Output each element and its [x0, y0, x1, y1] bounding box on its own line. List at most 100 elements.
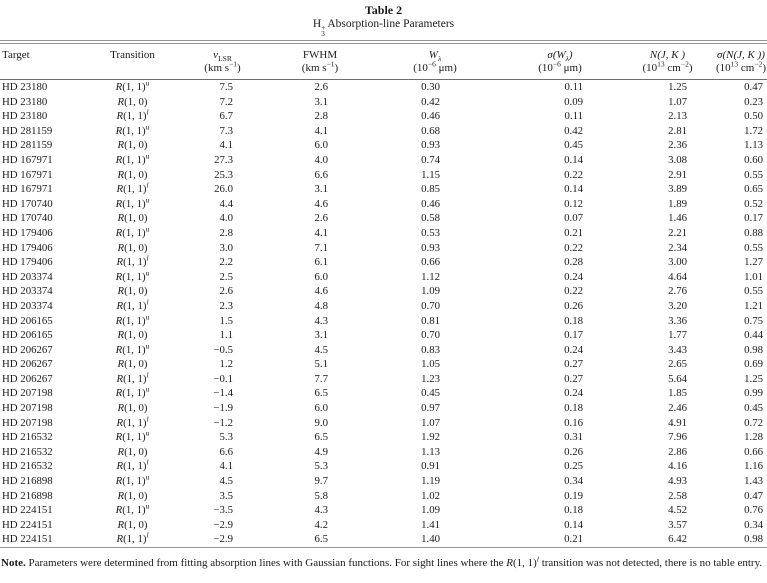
target-cell: HD 167971 [2, 168, 53, 181]
column-density-cell: 1.77 [668, 329, 687, 342]
fwhm-cell: 5.8 [314, 489, 329, 502]
transition-cell: R(1, 1)u [115, 224, 150, 239]
vlsr-cell: 1.1 [219, 329, 234, 342]
note-label: Note. [1, 557, 26, 569]
fwhm-cell: 4.9 [314, 445, 329, 458]
fwhm-cell: 4.5 [314, 343, 329, 356]
equivalent-width-cell: 1.13 [421, 445, 440, 458]
table-row: HD 207198 R(1, 1)l −1.2 9.0 1.07 0.16 4.… [0, 415, 767, 431]
equivalent-width-cell: 1.09 [421, 285, 440, 298]
target-cell: HD 206165 [2, 314, 53, 327]
fwhm-cell: 4.2 [314, 518, 329, 531]
fwhm-cell: 6.5 [314, 387, 329, 400]
vlsr-cell: 7.3 [219, 124, 234, 137]
equivalent-width-cell: 1.05 [421, 358, 440, 371]
vlsr-cell: 6.7 [219, 110, 234, 123]
equivalent-width-cell: 0.46 [421, 110, 440, 123]
sigma-w-cell: 0.27 [564, 358, 583, 371]
sigma-n-cell: 0.88 [744, 226, 763, 239]
vlsr-cell: 6.6 [219, 445, 234, 458]
equivalent-width-cell: 0.58 [421, 212, 440, 225]
sigma-w-cell: 0.18 [564, 314, 583, 327]
vlsr-cell: 2.2 [219, 256, 234, 269]
vlsr-cell: −0.5 [213, 343, 233, 356]
fwhm-cell: 4.1 [314, 226, 329, 239]
vlsr-cell: 4.0 [219, 212, 234, 225]
vlsr-cell: 26.0 [214, 183, 233, 196]
col-header-fwhm: FWHM (km s−1) [270, 44, 370, 80]
sigma-n-cell: 0.75 [744, 314, 763, 327]
sigma-n-cell: 0.60 [744, 153, 763, 166]
sigma-n-cell: 0.44 [744, 329, 763, 342]
table-body: HD 23180 R(1, 1)u 7.5 2.6 0.30 0.11 1.25… [0, 78, 767, 548]
sigma-w-cell: 0.11 [564, 110, 584, 123]
table-row: HD 216532 R(1, 0) 6.6 4.9 1.13 0.26 2.86… [0, 445, 767, 460]
target-cell: HD 203374 [2, 270, 53, 283]
transition-cell: R(1, 1)u [115, 384, 150, 400]
column-density-cell: 2.76 [668, 285, 687, 298]
column-density-cell: 4.52 [668, 504, 687, 517]
sigma-n-cell: 1.13 [744, 139, 763, 152]
table-row: HD 23180 R(1, 1)l 6.7 2.8 0.46 0.11 2.13… [0, 108, 767, 124]
table-row: HD 23180 R(1, 1)u 7.5 2.6 0.30 0.11 1.25… [0, 78, 767, 95]
table-row: HD 203374 R(1, 1)l 2.3 4.8 0.70 0.26 3.2… [0, 298, 767, 314]
table-row: HD 203374 R(1, 0) 2.6 4.6 1.09 0.22 2.76… [0, 284, 767, 299]
sigma-n-cell: 0.47 [744, 489, 763, 502]
fwhm-cell: 6.1 [314, 256, 329, 269]
sigma-n-cell: 1.72 [744, 124, 763, 137]
equivalent-width-cell: 0.91 [421, 460, 440, 473]
vlsr-cell: 2.5 [219, 270, 234, 283]
target-cell: HD 207198 [2, 402, 53, 415]
target-cell: HD 167971 [2, 183, 53, 196]
column-density-cell: 4.91 [668, 416, 687, 429]
equivalent-width-cell: 1.40 [421, 533, 440, 546]
sigma-w-cell: 0.24 [564, 270, 583, 283]
sigma-w-cell: 0.24 [564, 343, 583, 356]
column-density-cell: 6.42 [668, 533, 687, 546]
sigma-n-cell: 1.01 [744, 270, 763, 283]
sigma-n-cell: 0.72 [744, 416, 763, 429]
table-note: Note. Parameters were determined from fi… [1, 554, 763, 569]
column-density-cell: 1.89 [668, 197, 687, 210]
target-cell: HD 23180 [2, 110, 48, 123]
transition-cell: R(1, 1)u [115, 78, 150, 93]
col-header-equivalent-width: Wλ (10−6 μm) [370, 44, 500, 80]
table-row: HD 216898 R(1, 1)u 4.5 9.7 1.19 0.34 4.9… [0, 472, 767, 489]
transition-cell: R(1, 0) [117, 139, 148, 152]
target-cell: HD 207198 [2, 387, 53, 400]
column-density-cell: 2.86 [668, 445, 687, 458]
column-density-cell: 3.43 [668, 343, 687, 356]
sigma-n-cell: 1.25 [744, 372, 763, 385]
vlsr-cell: 27.3 [214, 153, 233, 166]
table-subtitle: H +3 Absorption-line Parameters [0, 17, 767, 37]
transition-cell: R(1, 1)u [115, 472, 150, 488]
col-header-transition: Transition [90, 44, 175, 80]
equivalent-width-cell: 0.68 [421, 124, 440, 137]
col-header-sigma-w: σ(Wλ) (10−6 μm) [500, 44, 620, 80]
table-row: HD 281159 R(1, 1)u 7.3 4.1 0.68 0.42 2.8… [0, 122, 767, 139]
column-density-cell: 3.89 [668, 183, 687, 196]
fwhm-cell: 6.0 [314, 402, 329, 415]
sigma-w-cell: 0.28 [564, 256, 583, 269]
data-table: Target Transition vLSR (km s−1) FWHM (km s… [0, 44, 767, 548]
transition-cell: R(1, 1)u [115, 311, 150, 327]
table-row: HD 167971 R(1, 0) 25.3 6.6 1.15 0.22 2.9… [0, 168, 767, 183]
equivalent-width-cell: 1.07 [421, 416, 440, 429]
table-row: HD 179406 R(1, 1)l 2.2 6.1 0.66 0.28 3.0… [0, 254, 767, 270]
sigma-n-cell: 0.55 [744, 168, 763, 181]
vlsr-cell: 7.2 [219, 95, 234, 108]
target-cell: HD 203374 [2, 299, 53, 312]
table-row: HD 206165 R(1, 0) 1.1 3.1 0.70 0.17 1.77… [0, 328, 767, 343]
table-row: HD 224151 R(1, 1)l −2.9 6.5 1.40 0.21 6.… [0, 532, 767, 547]
vlsr-cell: 25.3 [214, 168, 233, 181]
sigma-w-cell: 0.14 [564, 183, 583, 196]
transition-cell: R(1, 0) [117, 402, 148, 415]
table-row: HD 224151 R(1, 1)u −3.5 4.3 1.09 0.18 4.… [0, 502, 767, 518]
column-density-cell: 2.91 [668, 168, 687, 181]
transition-cell: R(1, 1)u [115, 122, 150, 137]
table-caption: Table 2 H +3 Absorption-line Parameters [0, 0, 767, 37]
transition-cell: R(1, 1)l [116, 530, 149, 546]
column-density-cell: 1.85 [668, 387, 687, 400]
sigma-n-cell: 0.52 [744, 197, 763, 210]
